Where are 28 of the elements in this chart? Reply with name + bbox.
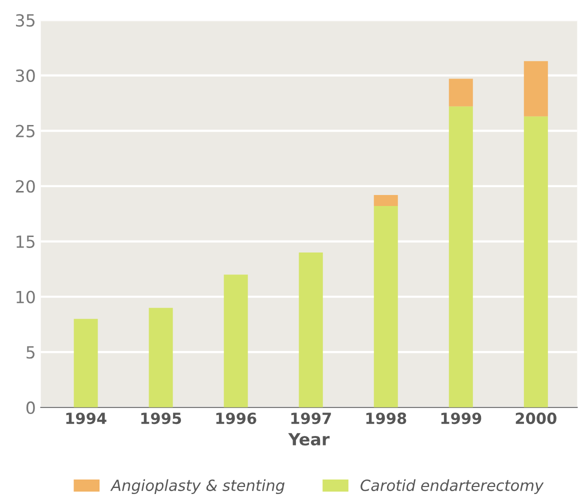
x-tick-label: 1997 [291,412,331,424]
x-tick-label: 1994 [66,412,106,424]
bar [374,194,398,206]
bar [448,106,473,408]
bar [524,61,548,116]
x-tick-label: 1995 [141,412,182,424]
x-tick-label: 1996 [216,412,256,424]
y-tick-label: 5 [26,346,34,359]
bar [74,318,98,408]
bar [374,206,398,408]
x-axis-title: Year [288,433,330,446]
bar [224,274,248,408]
x-tick-label: 1998 [366,412,406,424]
y-tick-label: 20 [16,180,35,193]
legend-label: Angioplasty & stenting [110,479,284,494]
y-tick-label: 0 [26,401,35,414]
bar [524,116,548,408]
bar [298,252,323,408]
x-tick-label: 2000 [516,412,556,424]
legend-label: Carotid endarterectomy [360,479,544,494]
y-tick-label: 10 [16,290,35,304]
x-tick-label: 1999 [441,412,482,424]
y-tick-label: 30 [16,69,35,82]
y-tick-label: 25 [16,124,34,138]
bar [448,78,473,106]
y-tick-label: 15 [16,236,34,248]
y-tick-label: 35 [16,14,34,27]
bar [148,308,173,408]
